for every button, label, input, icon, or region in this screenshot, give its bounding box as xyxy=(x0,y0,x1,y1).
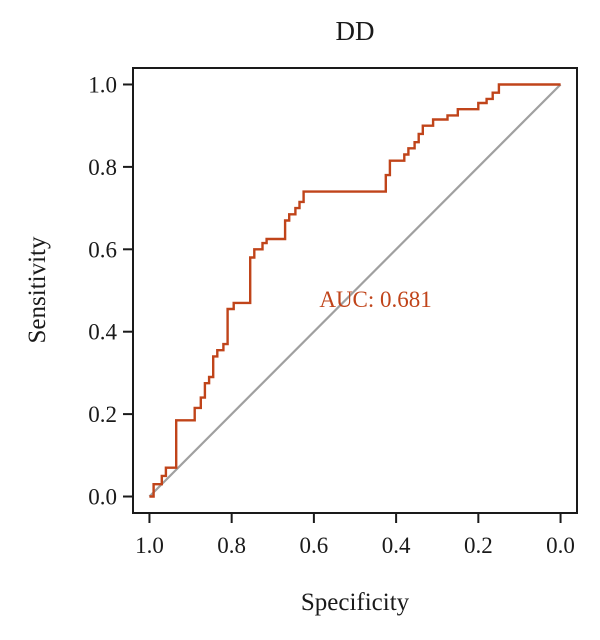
x-tick-label: 1.0 xyxy=(135,533,164,558)
x-tick-label: 0.4 xyxy=(382,533,411,558)
y-axis-label: Sensitivity xyxy=(24,236,51,343)
reference-diagonal-line xyxy=(148,83,562,498)
y-tick-label: 0.4 xyxy=(88,320,117,345)
y-tick-label: 0.0 xyxy=(88,485,117,510)
y-tick-label: 0.6 xyxy=(88,237,117,262)
chart-title: DD xyxy=(336,16,375,46)
x-tick-label: 0.8 xyxy=(217,533,246,558)
x-tick-label: 0.2 xyxy=(464,533,493,558)
x-tick-label: 0.6 xyxy=(300,533,329,558)
y-tick-label: 1.0 xyxy=(88,72,117,97)
auc-annotation: AUC: 0.681 xyxy=(319,287,431,312)
x-axis-label: Specificity xyxy=(301,589,410,616)
plot-frame xyxy=(132,67,578,514)
y-tick-label: 0.8 xyxy=(88,155,117,180)
x-tick-label: 0.0 xyxy=(546,533,575,558)
y-tick-label: 0.2 xyxy=(88,402,117,427)
roc-curve-line xyxy=(149,83,561,498)
